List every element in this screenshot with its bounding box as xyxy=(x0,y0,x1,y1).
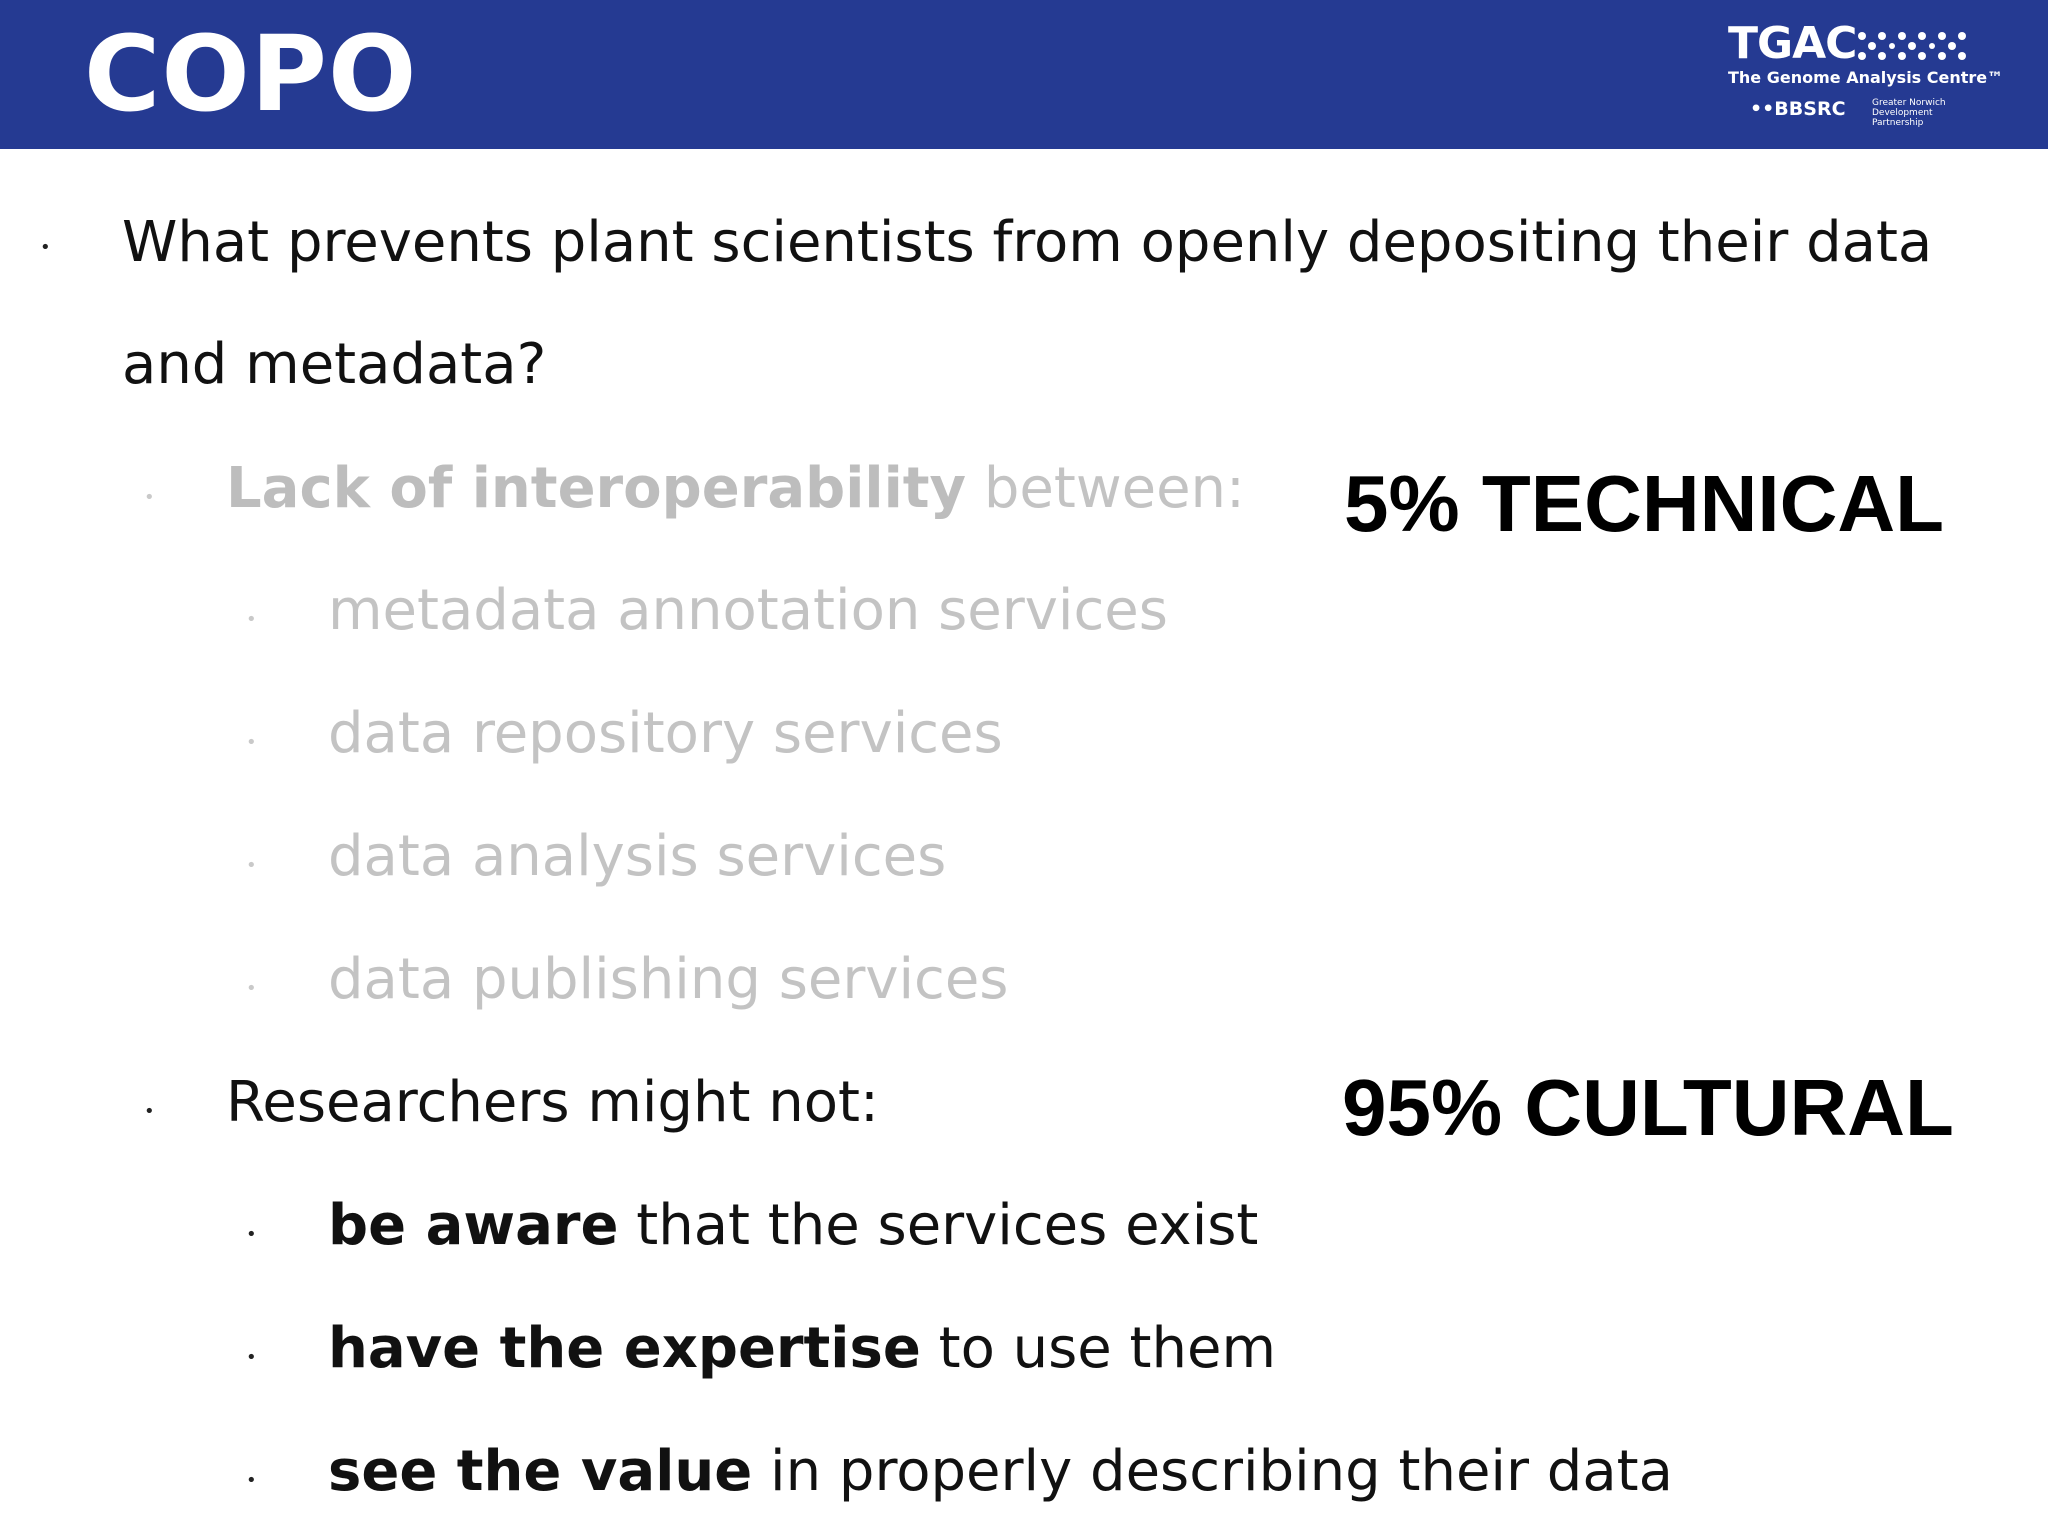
technical-lead-bold: Lack of interoperability xyxy=(226,456,967,521)
logo-subtitle: The Genome Analysis Centre™ xyxy=(1728,68,2004,87)
bbsrc-label: BBSRC xyxy=(1774,98,1846,120)
cultural-lead: Researchers might not: xyxy=(226,1070,879,1135)
bullet-dot: • xyxy=(246,1470,257,1491)
gndp-line: Development xyxy=(1872,108,1933,118)
technical-item: data repository services xyxy=(328,701,1003,766)
question-line-2: and metadata? xyxy=(122,332,547,397)
gndp-line: Partnership xyxy=(1872,118,1924,128)
technical-item: data analysis services xyxy=(328,824,947,889)
technical-callout: 5% TECHNICAL xyxy=(1344,459,1945,548)
cultural-item-rest: to use them xyxy=(920,1316,1277,1381)
cultural-item: have the expertise to use them xyxy=(328,1314,1276,1384)
bullet-dot: • xyxy=(246,732,257,753)
cultural-item-bold: have the expertise xyxy=(328,1316,921,1381)
bbsrc-mark-icon: •• xyxy=(1750,98,1775,120)
bullet-dot: • xyxy=(246,978,257,999)
cultural-callout: 95% CULTURAL xyxy=(1342,1063,1954,1152)
gndp-line: Greater Norwich xyxy=(1872,98,1946,108)
cultural-item: see the value in properly describing the… xyxy=(328,1437,1673,1507)
tgac-logo: TGAC The Genome Analysis Centre™ xyxy=(1720,18,2020,136)
gndp-logo: Greater Norwich Development Partnership xyxy=(1872,98,1972,128)
bullet-dot: • xyxy=(144,487,155,508)
bullet-dot: • xyxy=(246,1224,257,1245)
bbsrc-logo: ••BBSRC xyxy=(1750,98,1846,120)
cultural-item-rest: that the services exist xyxy=(618,1193,1259,1258)
technical-lead: Lack of interoperability between: xyxy=(226,454,1245,524)
slide-title: COPO xyxy=(84,13,418,135)
cultural-item-bold: be aware xyxy=(328,1193,619,1258)
bullet-dot: • xyxy=(246,1347,257,1368)
technical-item: metadata annotation services xyxy=(328,578,1168,643)
technical-lead-rest: between: xyxy=(966,456,1245,521)
technical-item: data publishing services xyxy=(328,947,1009,1012)
bullet-dot: • xyxy=(246,609,257,630)
bullet-dot: • xyxy=(144,1101,155,1122)
cultural-item-rest: in properly describing their data xyxy=(752,1439,1673,1504)
bullet-dot: • xyxy=(246,855,257,876)
cultural-item: be aware that the services exist xyxy=(328,1191,1258,1261)
title-bar: COPO TGAC The Genome Analysis xyxy=(0,0,2048,149)
logo-dna-dots-icon xyxy=(1858,32,1966,60)
bullet-dot: • xyxy=(40,237,51,258)
cultural-item-bold: see the value xyxy=(328,1439,753,1504)
question-line-1: What prevents plant scientists from open… xyxy=(122,210,1933,275)
logo-wordmark: TGAC xyxy=(1728,18,1857,69)
